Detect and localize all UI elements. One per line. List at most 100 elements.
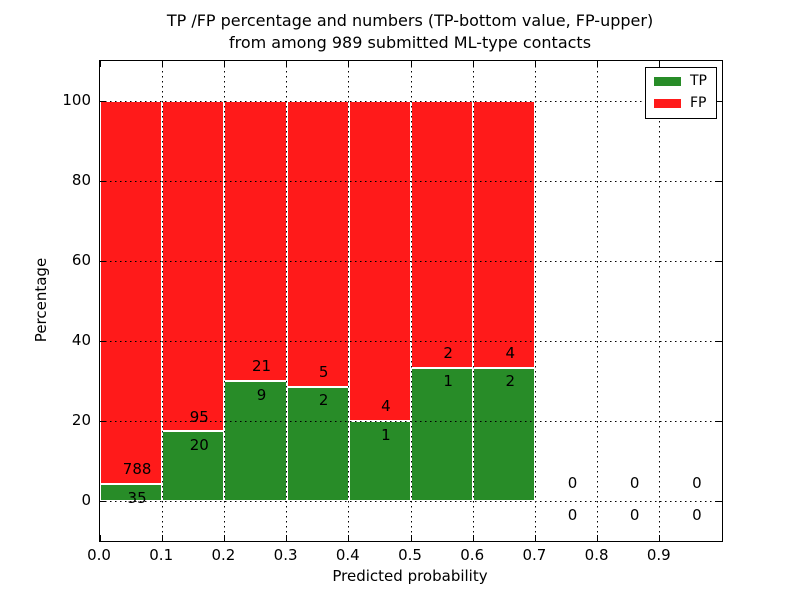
x-tick-label: 0.4 (335, 546, 360, 564)
bar-tp-segment (286, 386, 349, 501)
bar-tp-segment (162, 431, 225, 501)
bar-fp-segment (162, 101, 225, 432)
x-axis-tick (223, 535, 225, 541)
y-axis-tick (100, 180, 106, 182)
tp-count-label: 2 (505, 372, 516, 391)
gridline-horizontal (100, 260, 722, 262)
y-axis-tick (100, 500, 106, 502)
gridline-vertical (161, 61, 163, 541)
x-axis-tick (161, 61, 163, 67)
fp-count-label: 788 (122, 460, 152, 479)
y-axis-tick (100, 260, 106, 262)
tp-count-label: 9 (256, 385, 267, 404)
tp-count-label: 35 (127, 488, 147, 507)
x-axis-tick (286, 61, 288, 67)
x-axis-tick (161, 535, 163, 541)
x-axis-tick (472, 535, 474, 541)
bar-tp-segment (473, 367, 536, 501)
tp-count-label: 0 (692, 505, 702, 524)
fp-count-label: 2 (443, 343, 453, 362)
chart-title-line1: TP /FP percentage and numbers (TP-bottom… (166, 11, 654, 30)
gridline-vertical (410, 61, 412, 541)
y-tick-label: 80 (71, 171, 91, 189)
x-axis-tick (99, 61, 101, 67)
y-axis-tick (716, 100, 722, 102)
y-tick-label: 100 (62, 91, 91, 109)
y-axis-tick (100, 420, 106, 422)
y-axis-tick (100, 100, 106, 102)
gridline-horizontal (100, 420, 722, 422)
y-axis-tick (716, 260, 722, 262)
x-axis-tick (597, 535, 599, 541)
gridline-horizontal (100, 100, 722, 102)
bar-fp-segment (286, 101, 349, 387)
y-tick-label: 60 (71, 251, 91, 269)
x-tick-label: 0.9 (646, 546, 671, 564)
x-axis-tick (410, 535, 412, 541)
legend-item-fp: FP (654, 95, 707, 112)
tp-count-label: 0 (629, 505, 640, 524)
fp-count-label: 0 (567, 474, 578, 492)
x-axis-tick (534, 61, 536, 67)
legend: TP FP (645, 67, 717, 119)
legend-item-tp: TP (654, 73, 707, 90)
y-axis-tick (716, 420, 722, 422)
x-tick-label: 0.8 (584, 546, 609, 564)
bar-fp-segment (100, 101, 163, 484)
fp-count-label: 4 (505, 343, 516, 362)
y-axis-tick (100, 340, 106, 342)
gridline-vertical (534, 61, 536, 541)
y-axis-tick (716, 500, 722, 502)
y-tick-label: 40 (71, 331, 91, 349)
x-axis-tick (99, 535, 101, 541)
gridline-vertical (286, 61, 288, 541)
y-axis-tick (716, 340, 722, 342)
tp-count-label: 1 (443, 372, 453, 391)
x-tick-label: 0.6 (460, 546, 485, 564)
fp-count-label: 0 (629, 474, 640, 492)
fp-count-label: 95 (189, 407, 209, 426)
bar-fp-segment (473, 101, 536, 368)
x-tick-label: 0.0 (87, 546, 111, 564)
chart-title: TP /FP percentage and numbers (TP-bottom… (167, 10, 653, 54)
x-axis-tick (410, 61, 412, 67)
tp-count-label: 1 (381, 425, 391, 444)
legend-label-fp: FP (690, 95, 707, 111)
gridline-vertical (223, 61, 225, 541)
fp-count-label: 5 (318, 362, 329, 381)
bar-tp-segment (224, 381, 287, 501)
plot-area: 788 35 95 20 21 9 5 2 4 1 2 1 4 2 0 0 0 0 0 0 TP FP (99, 60, 723, 542)
bar-tp-segment (411, 367, 474, 501)
y-tick-label: 0 (81, 491, 91, 509)
x-tick-label: 0.2 (211, 546, 236, 564)
gridline-vertical (659, 61, 661, 541)
x-axis-tick (534, 535, 536, 541)
gridline-vertical (597, 61, 599, 541)
x-axis-tick (348, 61, 350, 67)
legend-label-tp: TP (690, 73, 707, 89)
fp-count-label: 0 (692, 474, 702, 492)
bar-fp-segment (224, 101, 287, 381)
gridline-horizontal (100, 500, 722, 502)
legend-swatch-fp (654, 99, 681, 108)
fp-count-label: 4 (381, 397, 391, 416)
tp-count-label: 0 (567, 505, 578, 524)
chart-title-line2: from among 989 submitted ML-type contact… (228, 33, 592, 52)
x-axis-label: Predicted probability (332, 567, 488, 585)
legend-swatch-tp (654, 77, 681, 86)
bar-tp-segment (100, 483, 163, 501)
bar-tp-segment (348, 421, 411, 501)
gridline-vertical (472, 61, 474, 541)
y-tick-label: 20 (71, 411, 91, 429)
x-tick-label: 0.1 (149, 546, 174, 564)
tp-count-label: 20 (189, 436, 209, 455)
fp-count-label: 21 (251, 357, 272, 376)
x-axis-tick (472, 61, 474, 67)
x-tick-label: 0.5 (398, 546, 422, 564)
gridline-horizontal (100, 180, 722, 182)
x-tick-label: 0.3 (273, 546, 298, 564)
gridline-vertical (348, 61, 350, 541)
x-axis-tick (659, 535, 661, 541)
x-axis-tick (223, 61, 225, 67)
